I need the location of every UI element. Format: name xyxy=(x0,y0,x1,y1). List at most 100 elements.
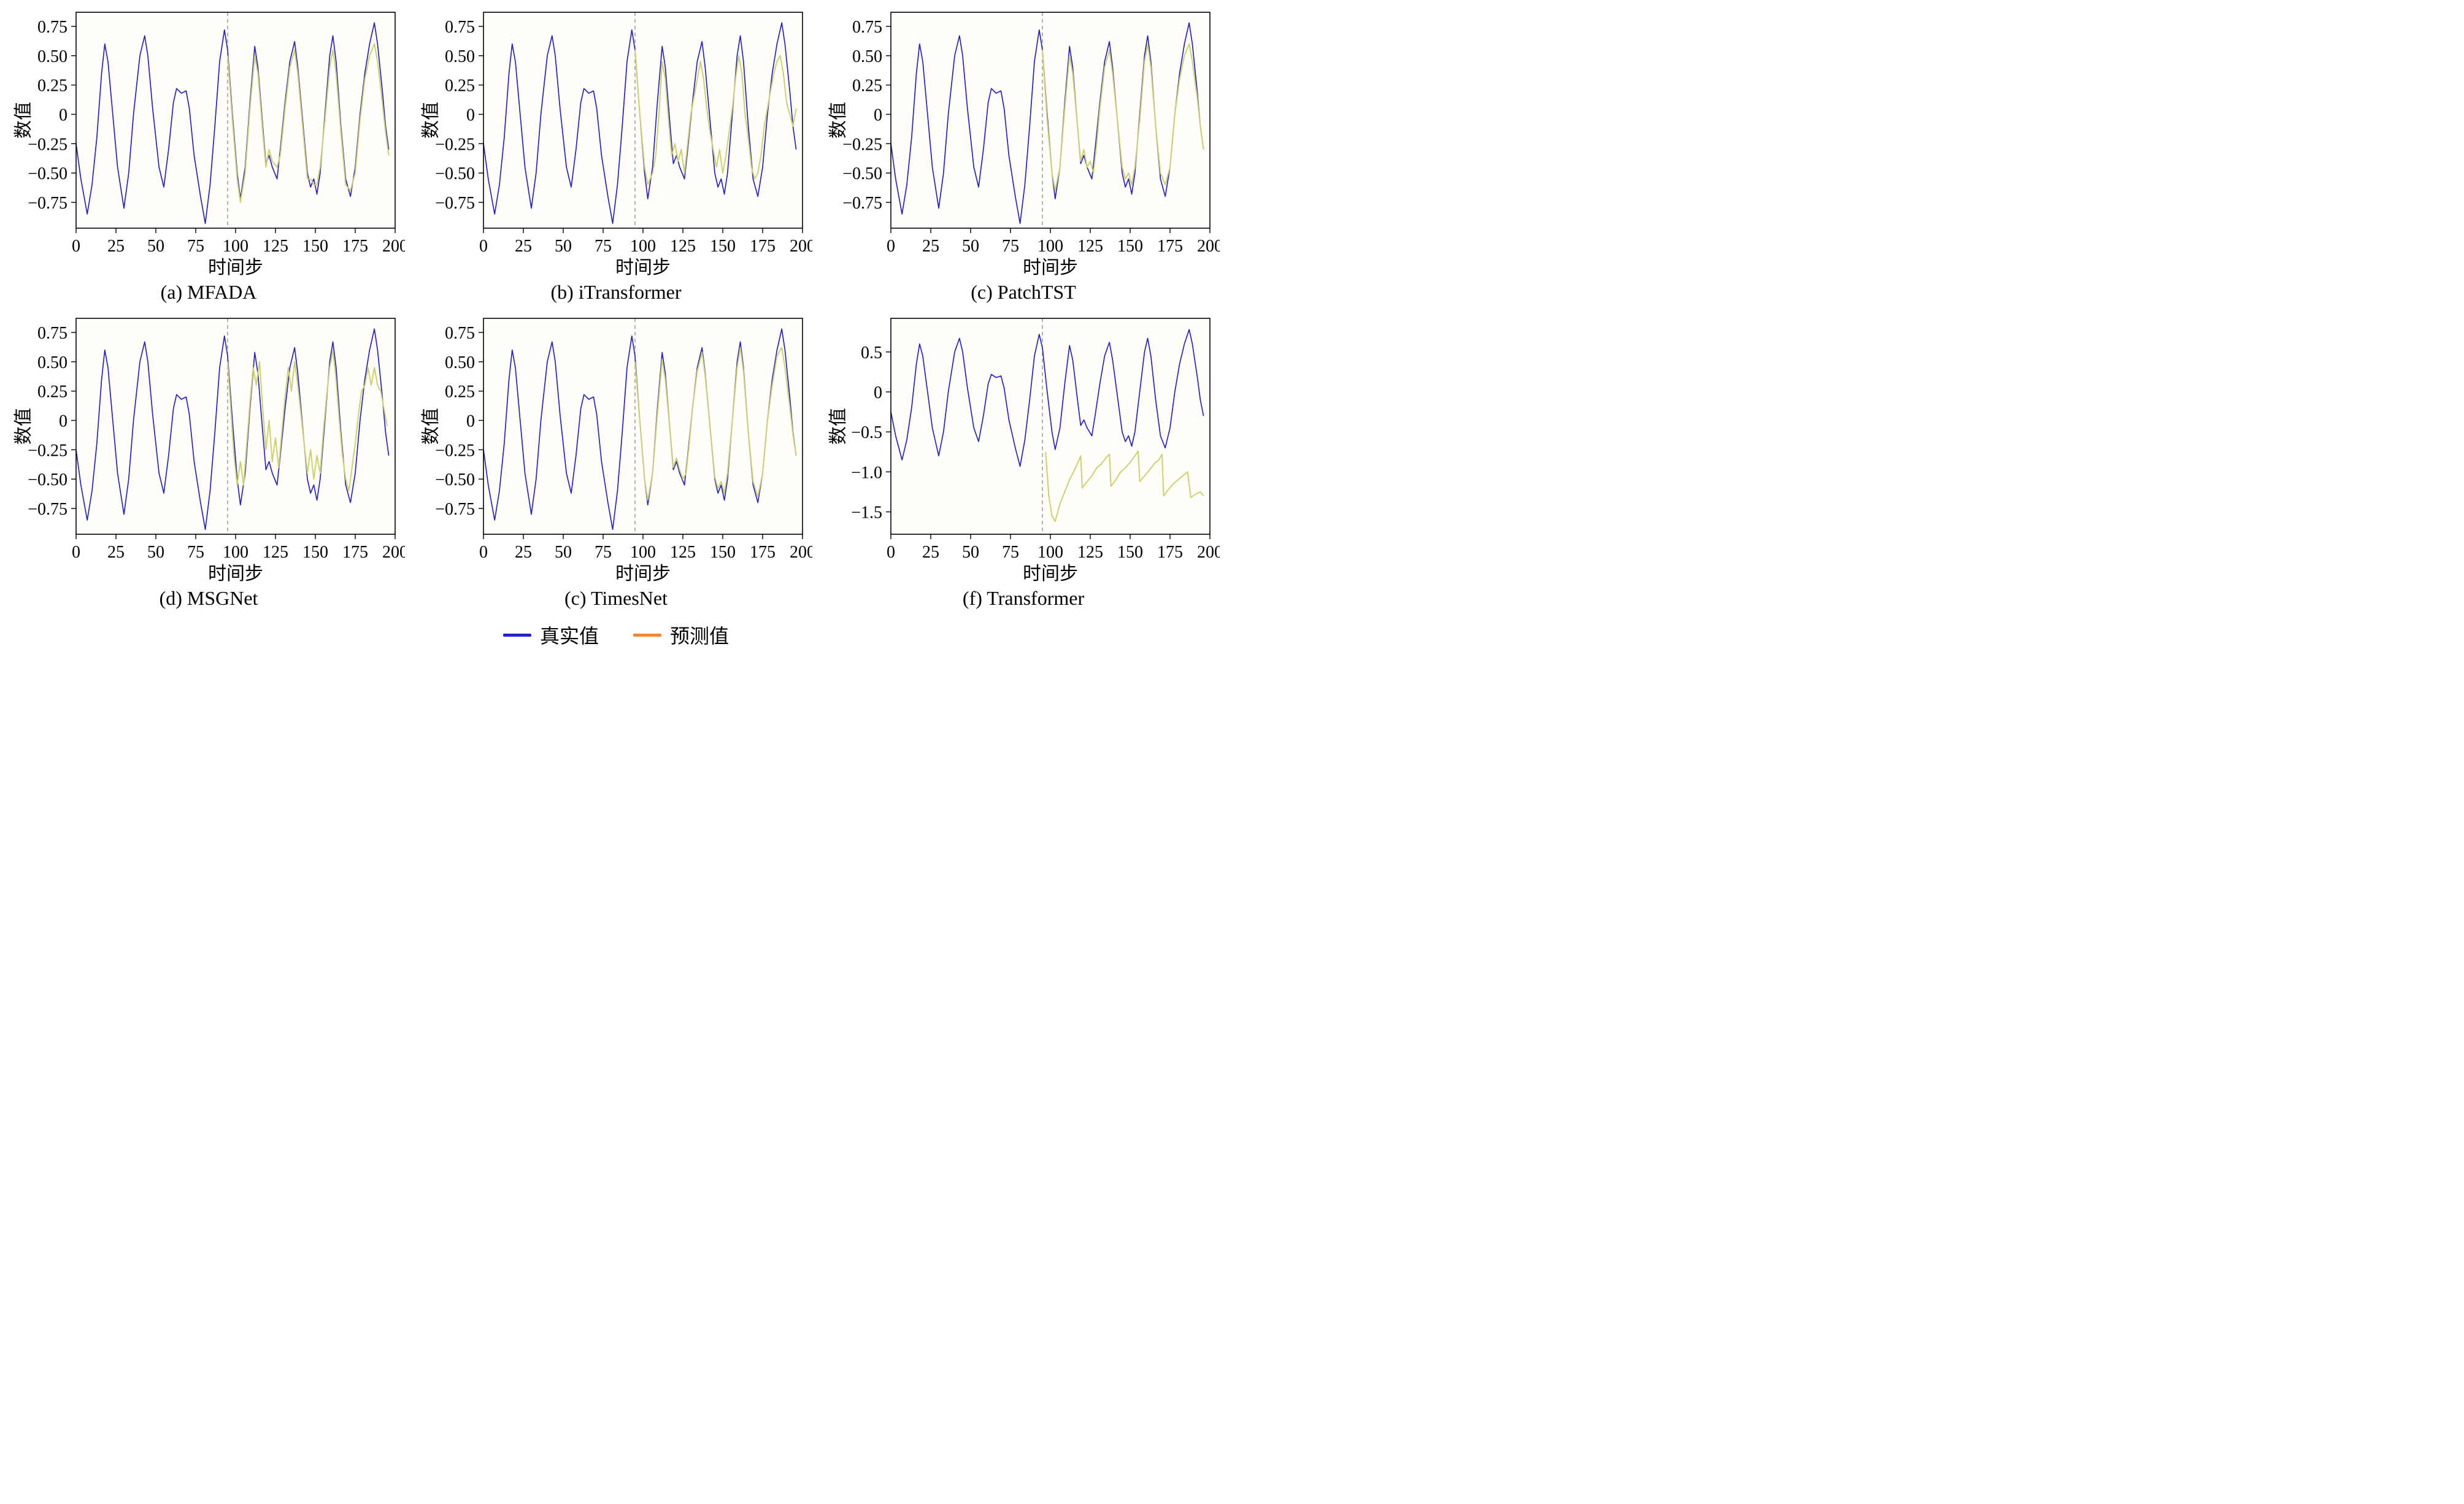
y-tick-label: −0.25 xyxy=(435,135,475,154)
y-tick-label: 0.5 xyxy=(861,343,882,363)
y-tick-label: −0.75 xyxy=(842,194,882,213)
y-tick-label: −0.50 xyxy=(842,164,882,183)
y-axis-label: 数值 xyxy=(828,102,849,139)
plot-frame xyxy=(75,12,396,229)
plot-frame xyxy=(483,12,803,229)
plot-frame xyxy=(483,318,803,535)
x-tick-label: 25 xyxy=(922,543,939,562)
x-tick-label: 150 xyxy=(710,237,736,256)
x-tick-label: 200 xyxy=(1197,543,1220,562)
x-axis-label: 时间步 xyxy=(208,258,263,278)
y-axis-label: 数值 xyxy=(421,408,441,445)
y-tick-label: −0.25 xyxy=(28,135,67,154)
x-tick-label: 50 xyxy=(555,543,572,562)
x-tick-label: 125 xyxy=(1077,237,1103,256)
x-tick-label: 125 xyxy=(670,237,696,256)
x-tick-label: 200 xyxy=(382,543,405,562)
y-tick-label: 0.25 xyxy=(852,77,882,96)
y-axis-label: 数值 xyxy=(421,102,441,139)
legend-item-pred: 预测值 xyxy=(633,621,729,649)
y-tick-label: 0 xyxy=(874,383,882,402)
x-tick-label: 50 xyxy=(962,237,979,256)
x-tick-label: 175 xyxy=(342,543,368,562)
y-tick-label: −1.0 xyxy=(851,463,882,482)
y-tick-label: 0.50 xyxy=(37,353,67,372)
chart-e-caption: (c) TimesNet xyxy=(564,587,668,609)
true-line xyxy=(890,329,1204,467)
y-tick-label: −0.75 xyxy=(435,500,475,519)
pred-line xyxy=(1045,450,1204,523)
chart-d-svg: 0 25 50 75 100 125 150 175 200 0.75 0.50 0.25 0 −0.25… xyxy=(13,318,405,584)
legend-pred-label: 预测值 xyxy=(670,625,730,647)
x-tick-label: 25 xyxy=(515,543,532,562)
y-tick-label: −0.75 xyxy=(435,194,475,213)
legend-true-label: 真实值 xyxy=(539,625,599,647)
y-tick-label: 0 xyxy=(59,412,67,431)
figure: 0 25 50 75 100 125 150 175 200 0.75 0.50 0.25 0 −0.25… xyxy=(0,0,1232,658)
x-tick-label: 100 xyxy=(630,543,656,562)
x-tick-label: 75 xyxy=(595,237,612,256)
y-tick-label: −0.50 xyxy=(28,470,67,489)
chart-e-svg: 0 25 50 75 100 125 150 175 200 0.75 0.50 0.25 0 −0.25… xyxy=(421,318,812,584)
y-tick-label: 0.25 xyxy=(445,383,475,402)
plot-area xyxy=(76,12,395,228)
chart-panel-f: 0 25 50 75 100 125 150 175 200 0.5 0 −0.5 −1.0 −1.5 时间… xyxy=(820,310,1227,610)
y-axis-label: 数值 xyxy=(13,102,34,139)
true-line xyxy=(75,328,390,531)
y-tick-label: 0.50 xyxy=(445,353,475,372)
x-tick-label: 50 xyxy=(147,543,164,562)
x-tick-label: 100 xyxy=(630,237,656,256)
chart-a-svg: 0 25 50 75 100 125 150 175 200 0.75 0.50 0.25 0 −0.25… xyxy=(13,12,405,278)
x-tick-label: 75 xyxy=(187,237,204,256)
x-axis-label: 时间步 xyxy=(208,564,263,584)
y-tick-label: −0.25 xyxy=(435,441,475,460)
y-tick-label: −0.75 xyxy=(28,500,67,519)
plot-frame xyxy=(75,318,396,535)
chart-f-caption: (f) Transformer xyxy=(962,587,1085,609)
x-tick-label: 100 xyxy=(1038,543,1063,562)
legend-item-true: 真实值 xyxy=(502,621,599,649)
y-tick-label: 0.75 xyxy=(445,324,475,343)
x-tick-label: 0 xyxy=(479,237,488,256)
x-tick-label: 0 xyxy=(887,543,895,562)
plot-area xyxy=(483,318,803,534)
y-tick-label: −0.5 xyxy=(851,423,882,442)
chart-f-svg: 0 25 50 75 100 125 150 175 200 0.5 0 −0.5 −1.0 −1.5 时间… xyxy=(828,318,1220,584)
y-tick-label: −0.50 xyxy=(435,164,475,183)
y-tick-label: 0 xyxy=(874,106,882,125)
y-tick-label: −0.50 xyxy=(435,470,475,489)
x-tick-label: 50 xyxy=(147,237,164,256)
y-axis-label: 数值 xyxy=(13,408,34,445)
y-tick-label: 0 xyxy=(466,412,475,431)
y-tick-label: 0.75 xyxy=(37,324,67,343)
x-axis-label: 时间步 xyxy=(1023,258,1078,278)
x-tick-label: 100 xyxy=(223,237,248,256)
true-line xyxy=(483,22,797,224)
chart-d-caption: (d) MSGNet xyxy=(159,587,258,609)
x-tick-label: 175 xyxy=(750,237,776,256)
y-tick-label: 0.75 xyxy=(37,18,67,37)
pred-line xyxy=(227,349,388,492)
x-tick-label: 25 xyxy=(107,543,125,562)
plot-area xyxy=(891,318,1210,534)
x-tick-label: 25 xyxy=(922,237,939,256)
x-tick-label: 0 xyxy=(887,237,895,256)
plot-frame xyxy=(890,318,1211,535)
chart-b-svg: 0 25 50 75 100 125 150 175 200 0.75 0.50 0.25 0 −0.25… xyxy=(421,12,812,278)
y-tick-label: 0.25 xyxy=(445,77,475,96)
x-axis-label: 时间步 xyxy=(615,564,671,584)
plot-area xyxy=(891,12,1210,228)
y-axis-label: 数值 xyxy=(828,408,849,445)
x-axis-label: 时间步 xyxy=(1023,564,1078,584)
y-tick-label: −0.75 xyxy=(28,194,67,213)
x-tick-label: 100 xyxy=(1038,237,1063,256)
chart-panel-c: 0 25 50 75 100 125 150 175 200 0.75 0.50 0.25 0 −0.25… xyxy=(820,4,1227,304)
x-tick-label: 200 xyxy=(1197,237,1220,256)
x-tick-label: 75 xyxy=(595,543,612,562)
chart-panel-a: 0 25 50 75 100 125 150 175 200 0.75 0.50 0.25 0 −0.25… xyxy=(5,4,412,304)
chart-panel-b: 0 25 50 75 100 125 150 175 200 0.75 0.50 0.25 0 −0.25… xyxy=(412,4,820,304)
y-tick-label: 0.25 xyxy=(37,77,67,96)
x-tick-label: 25 xyxy=(515,237,532,256)
plot-area xyxy=(76,318,395,534)
x-tick-label: 100 xyxy=(223,543,248,562)
